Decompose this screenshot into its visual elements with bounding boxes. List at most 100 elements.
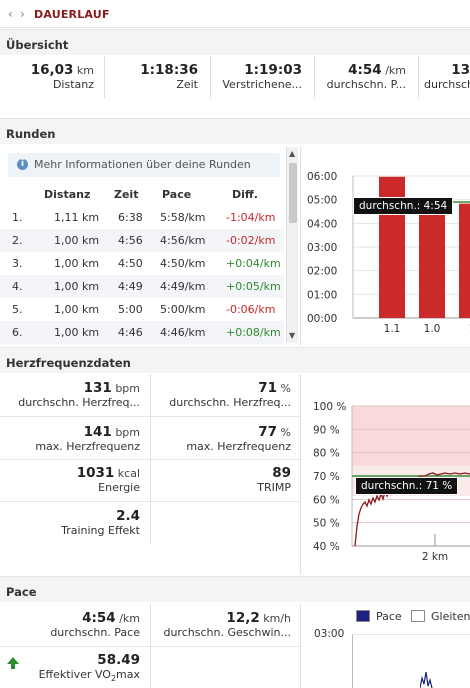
- pace-y-axis: [352, 634, 353, 688]
- lap-diff: +0:08/km: [226, 326, 281, 339]
- lap-pace: 5:58/km: [160, 211, 206, 224]
- hr-y-tick: 90 %: [313, 424, 340, 436]
- lap-distance: 1,00 km: [54, 326, 100, 339]
- stat-avg-hr: 131 bpm durchschn. Herzfreq...: [18, 380, 140, 409]
- divider: [210, 56, 211, 98]
- heart-rate-header: Herzfrequenzdaten: [0, 347, 470, 373]
- lap-y-tick: 02:00: [307, 266, 337, 278]
- stat-training-effect: 2.4 Training Effekt: [61, 508, 140, 537]
- lap-time: 5:00: [118, 303, 143, 316]
- lap-y-tick: 05:00: [307, 195, 337, 207]
- lap-time: 6:38: [118, 211, 143, 224]
- lap-bar[interactable]: [419, 201, 445, 318]
- forward-arrow-icon[interactable]: ›: [20, 7, 25, 21]
- lap-distance: 1,00 km: [54, 280, 100, 293]
- divider: [300, 374, 301, 574]
- scroll-down-icon[interactable]: ▼: [289, 331, 296, 340]
- lap-pace: 4:46/km: [160, 326, 206, 339]
- hr-x-tick: 2 km: [422, 551, 448, 561]
- lap-x-tick: 1: [469, 323, 470, 335]
- lap-row[interactable]: 4. 1,00 km 4:49 4:49/km +0:05/km: [0, 275, 284, 298]
- legend-pace-swatch[interactable]: [356, 610, 370, 622]
- lap-distance: 1,00 km: [54, 303, 100, 316]
- stat-time: 1:18:36 Zeit: [140, 62, 198, 91]
- laps-header-diff: Diff.: [232, 188, 258, 201]
- stat-elapsed-time: 1:19:03 Verstrichene...: [222, 62, 302, 91]
- lap-y-tick: 01:00: [307, 289, 337, 301]
- stat-max-hr: 141 bpm max. Herzfrequenz: [35, 424, 140, 453]
- lap-time: 4:50: [118, 257, 143, 270]
- lap-time: 4:49: [118, 280, 143, 293]
- stat-avg-hr-percent: 71 % durchschn. Herzfreq...: [169, 380, 291, 409]
- heart-rate-chart-tooltip: durchschn.: 71 %: [355, 477, 459, 495]
- divider: [300, 146, 301, 346]
- lap-row[interactable]: 2. 1,00 km 4:56 4:56/km -0:02/km: [0, 229, 284, 252]
- stat-pace-avg: 4:54 /km durchschn. Pace: [50, 610, 140, 639]
- lap-y-tick: 03:00: [307, 242, 337, 254]
- pace-title: Pace: [6, 585, 37, 599]
- lap-x-tick: 1.1: [384, 323, 401, 335]
- lap-y-tick: 00:00: [307, 313, 337, 325]
- lap-distance: 1,00 km: [54, 257, 100, 270]
- lap-row[interactable]: 6. 1,00 km 4:46 4:46/km +0:08/km: [0, 321, 284, 344]
- lap-diff: -1:04/km: [226, 211, 276, 224]
- lap-pace: 5:00/km: [160, 303, 206, 316]
- lap-number: 5.: [12, 303, 23, 316]
- lap-time: 4:56: [118, 234, 143, 247]
- scroll-thumb[interactable]: [289, 163, 297, 223]
- lap-distance: 1,00 km: [54, 234, 100, 247]
- back-arrow-icon[interactable]: ‹: [8, 7, 13, 21]
- hr-y-tick: 50 %: [313, 518, 340, 530]
- lap-bar[interactable]: [459, 203, 470, 318]
- lap-row[interactable]: 5. 1,00 km 5:00 5:00/km -0:06/km: [0, 298, 284, 321]
- lap-distance: 1,11 km: [54, 211, 100, 224]
- lap-row[interactable]: 3. 1,00 km 4:50 4:50/km +0:04/km: [0, 252, 284, 275]
- stat-avg-speed: 13 durchsch: [424, 62, 470, 91]
- divider: [0, 459, 300, 460]
- stat-energy: 1031 kcal Energie: [76, 465, 140, 494]
- scroll-up-icon[interactable]: ▲: [289, 149, 296, 158]
- hr-y-tick: 70 %: [313, 471, 340, 483]
- pace-y-tick: 03:00: [314, 628, 345, 640]
- laps-info-box[interactable]: i Mehr Informationen über deine Runden: [8, 153, 280, 177]
- hr-y-tick: 40 %: [313, 541, 340, 553]
- stat-pace-speed: 12,2 km/h durchschn. Geschwin...: [163, 610, 291, 639]
- laps-header-time: Zeit: [114, 188, 139, 201]
- hr-y-tick: 60 %: [313, 494, 340, 506]
- lap-number: 1.: [12, 211, 23, 224]
- divider: [0, 646, 300, 647]
- lap-pace: 4:50/km: [160, 257, 206, 270]
- stat-trimp: 89 TRIMP: [257, 465, 291, 494]
- lap-y-tick: 04:00: [307, 218, 337, 230]
- overview-title: Übersicht: [6, 38, 69, 52]
- laps-title: Runden: [6, 127, 56, 141]
- lap-diff: -0:06/km: [226, 303, 276, 316]
- info-icon: i: [17, 159, 28, 170]
- lap-number: 2.: [12, 234, 23, 247]
- hr-zone-high: [352, 406, 470, 466]
- laps-header-pace: Pace: [162, 188, 192, 201]
- laps-header: Runden: [0, 118, 470, 144]
- divider: [0, 501, 300, 502]
- lap-pace: 4:49/km: [160, 280, 206, 293]
- hr-y-tick: 100 %: [313, 401, 346, 413]
- laps-chart: 06:00 05:00 04:00 03:00 02:00 01:00 00:00 1.1 1…: [307, 171, 470, 335]
- pace-header: Pace: [0, 576, 470, 602]
- stat-avg-pace: 4:54 /km durchschn. P...: [326, 62, 406, 91]
- lap-diff: +0:05/km: [226, 280, 281, 293]
- hr-y-tick: 80 %: [313, 448, 340, 460]
- stat-max-hr-percent: 77 % max. Herzfrequenz: [186, 424, 291, 453]
- legend-gleiten-swatch[interactable]: [411, 610, 425, 622]
- trend-up-icon: [7, 657, 19, 664]
- lap-row[interactable]: 1. 1,11 km 6:38 5:58/km -1:04/km: [0, 206, 284, 229]
- laps-header-distance: Distanz: [44, 188, 91, 201]
- legend-gleiten-label[interactable]: Gleiten: [431, 610, 470, 623]
- laps-info-text: Mehr Informationen über deine Runden: [34, 158, 251, 171]
- divider: [0, 416, 300, 417]
- divider: [300, 604, 301, 688]
- lap-diff: +0:04/km: [226, 257, 281, 270]
- legend-pace-label[interactable]: Pace: [376, 610, 402, 623]
- lap-diff: -0:02/km: [226, 234, 276, 247]
- lap-y-tick: 06:00: [307, 171, 337, 183]
- laps-scrollbar[interactable]: ▲ ▼: [286, 147, 298, 343]
